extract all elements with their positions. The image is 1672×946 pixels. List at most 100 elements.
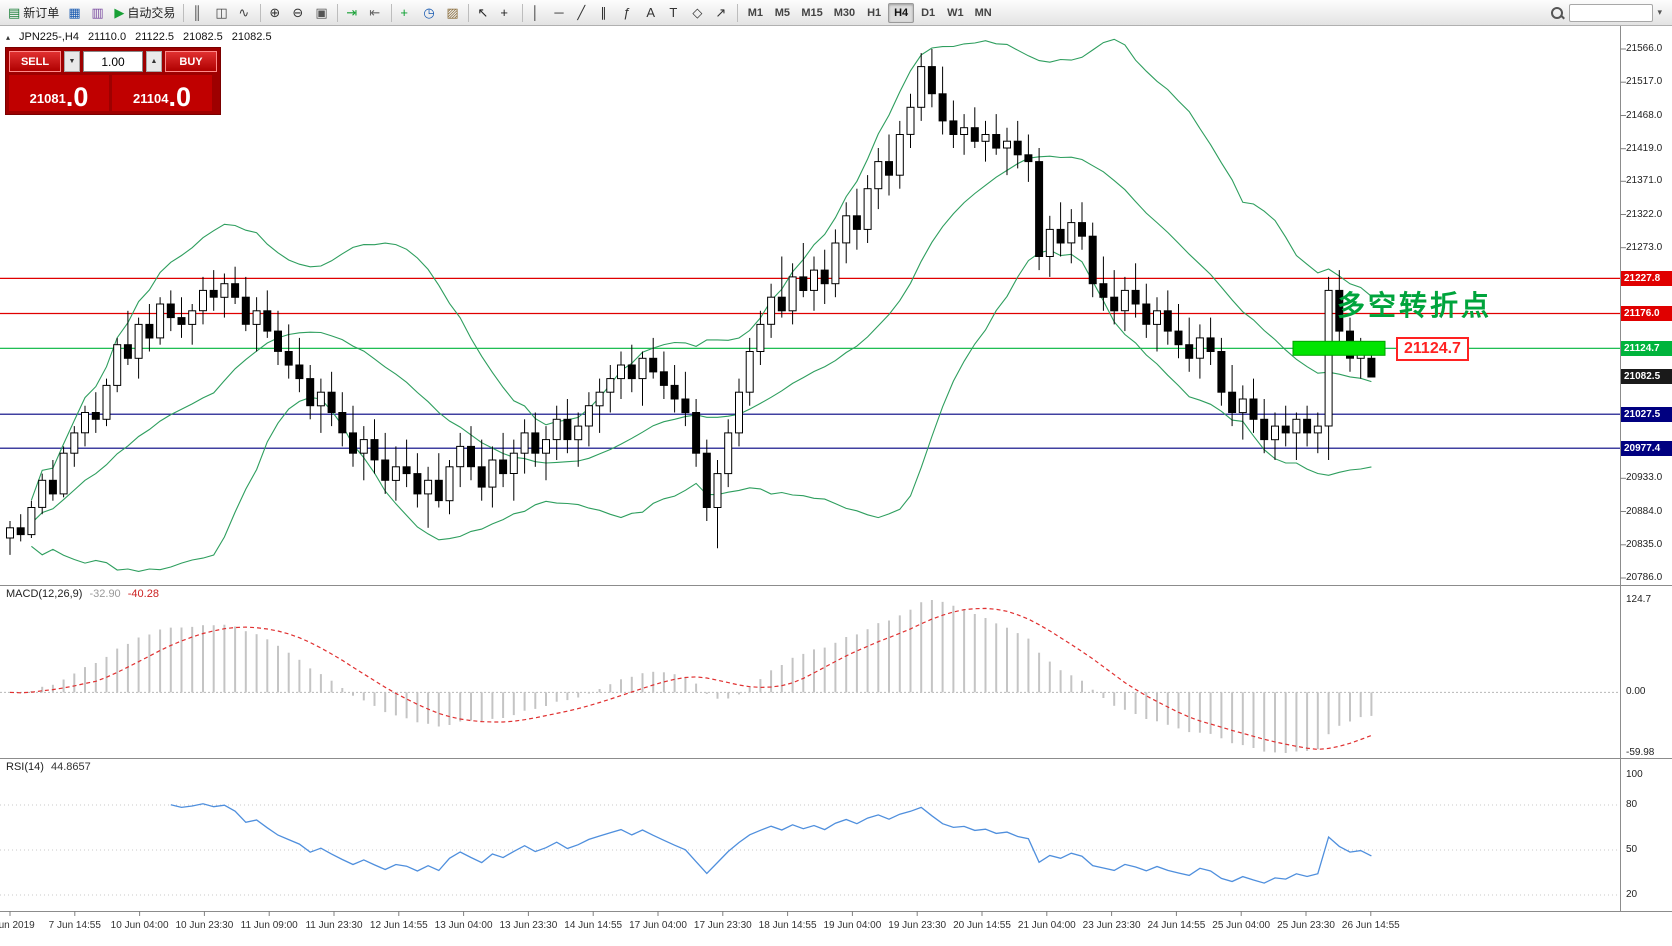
tile-windows-button[interactable]: ▣	[311, 2, 333, 24]
chart-title: ▴ JPN225-,H4 21110.0 21122.5 21082.5 210…	[6, 31, 272, 43]
timeframe-m1-button[interactable]: M1	[742, 3, 768, 23]
zoom-out-icon: ⊖	[292, 5, 304, 20]
timeframe-mn-button[interactable]: MN	[970, 3, 997, 23]
level-price-label: 21082.5	[1621, 369, 1672, 385]
cursor-button[interactable]: ↖	[473, 2, 495, 24]
text-icon: A	[646, 5, 655, 20]
price-tick-label: 21371.0	[1626, 175, 1663, 187]
macd-histogram	[19, 600, 1373, 753]
volume-decrease-button[interactable]: ▼	[64, 51, 80, 72]
timeframe-m30-button[interactable]: M30	[829, 3, 860, 23]
sell-button[interactable]: SELL	[9, 51, 61, 72]
horizontal-line-button[interactable]: ─	[550, 2, 572, 24]
rsi-value: 44.8657	[50, 761, 91, 773]
new-order-button[interactable]: ▤ 新订单	[4, 2, 63, 24]
candlestick-chart-button[interactable]: ◫	[211, 2, 233, 24]
buy-price[interactable]: 21104.0	[112, 75, 212, 111]
zoom-in-button[interactable]: ⊕	[265, 2, 287, 24]
macd-value: -32.90	[89, 588, 121, 600]
timeframe-h4-button[interactable]: H4	[888, 2, 915, 23]
symbol-name: JPN225-,H4	[19, 31, 79, 43]
price-tick-label: 20835.0	[1626, 538, 1663, 550]
buy-price-fraction: .0	[168, 82, 191, 113]
macd-axis-label: -59.98	[1626, 747, 1655, 758]
auto-scroll-icon: ⇥	[346, 5, 358, 20]
chart-icon: ▴	[6, 32, 11, 42]
axis-tick-marks	[9, 48, 1626, 916]
macd-axis-label: 0.00	[1626, 686, 1646, 698]
price-tick-label: 21517.0	[1626, 76, 1663, 88]
level-price-label: 21176.0	[1621, 306, 1672, 321]
shapes-button[interactable]: ◇	[688, 2, 710, 24]
channel-button[interactable]: ∥	[596, 2, 618, 24]
new-order-button-label: 新订单	[23, 6, 60, 20]
cursor-icon: ↖	[477, 5, 489, 20]
text-button[interactable]: A	[642, 2, 664, 24]
time-axis-label: 21 Jun 04:00	[1017, 920, 1076, 931]
indicators-icon: +	[400, 5, 408, 20]
macd-pane	[0, 600, 1620, 753]
timeframe-m5-button[interactable]: M5	[769, 3, 795, 23]
arrows-button[interactable]: ↗	[711, 2, 733, 24]
templates-button[interactable]: ▨	[442, 2, 464, 24]
label-button[interactable]: T	[665, 2, 687, 24]
time-axis-label: 11 Jun 09:00	[240, 920, 298, 931]
price-tick-label: 21419.0	[1626, 142, 1663, 154]
periods-button[interactable]: ◷	[419, 2, 441, 24]
zoom-in-icon: ⊕	[269, 5, 281, 20]
bar-chart-button[interactable]: ║	[188, 2, 210, 24]
time-axis-label: 10 Jun 04:00	[110, 920, 169, 931]
chart-window-icon: ▦	[68, 5, 81, 20]
macd-indicator-label: MACD(12,26,9) -32.90 -40.28	[6, 588, 159, 600]
search-caret-icon[interactable]: ▾	[1657, 7, 1662, 17]
market-watch-button[interactable]: ▥	[87, 2, 109, 24]
level-price-label: 21124.7	[1621, 340, 1672, 356]
timeframe-d1-button[interactable]: D1	[915, 3, 941, 23]
templates-icon: ▨	[446, 5, 459, 20]
toolbar-separator	[468, 3, 470, 22]
horizontal-line-icon: ─	[554, 5, 564, 20]
chart-shift-button[interactable]: ⇤	[365, 2, 387, 24]
indicators-button[interactable]: +	[396, 2, 418, 24]
volume-increase-button[interactable]: ▲	[146, 51, 162, 72]
price-tag-label[interactable]: 21124.7	[1396, 337, 1469, 361]
line-chart-button[interactable]: ∿	[234, 2, 256, 24]
chart-window-button[interactable]: ▦	[64, 2, 86, 24]
bollinger-lower-line	[31, 249, 1372, 572]
auto-trading-button[interactable]: ▶ 自动交易	[110, 2, 179, 24]
symbol-search-input[interactable]	[1569, 3, 1654, 22]
sell-price[interactable]: 21081.0	[9, 75, 109, 111]
toolbar-separator	[737, 3, 739, 22]
zoom-out-button[interactable]: ⊖	[288, 2, 310, 24]
time-axis-label: 25 Jun 04:00	[1212, 920, 1271, 931]
auto-scroll-button[interactable]: ⇥	[342, 2, 364, 24]
crosshair-button[interactable]: +	[496, 2, 518, 24]
new-order-icon: ▤	[8, 5, 21, 20]
vertical-line-button[interactable]: │	[527, 2, 549, 24]
time-axis-label: 26 Jun 14:55	[1341, 920, 1400, 931]
chart-shift-icon: ⇤	[369, 5, 381, 20]
auto-trading-icon: ▶	[114, 5, 125, 20]
buy-button[interactable]: BUY	[165, 51, 217, 72]
price-tick-label: 21468.0	[1626, 109, 1663, 121]
time-axis-label: 10 Jun 23:30	[175, 920, 234, 931]
timeframe-h1-button[interactable]: H1	[861, 3, 887, 23]
rsi-axis-label: 20	[1626, 889, 1638, 900]
macd-signal-line	[9, 607, 1372, 751]
timeframe-w1-button[interactable]: W1	[942, 3, 969, 23]
time-axis-label: 5 Jun 2019	[0, 920, 35, 931]
volume-input[interactable]	[83, 51, 143, 72]
fibonacci-button[interactable]: ƒ	[619, 2, 641, 24]
ohlc-low: 21082.5	[183, 31, 223, 43]
channel-icon: ∥	[600, 5, 607, 20]
timeframe-m15-button[interactable]: M15	[796, 3, 827, 23]
trendline-icon: ╱	[577, 5, 586, 20]
one-click-trading-panel: SELL ▼ ▲ BUY 21081.0 21104.0	[5, 47, 221, 115]
chart-annotation-text[interactable]: 多空转折点	[1337, 289, 1493, 322]
trendline-button[interactable]: ╱	[573, 2, 595, 24]
time-axis-label: 13 Jun 04:00	[434, 920, 493, 931]
label-icon: T	[669, 5, 678, 20]
bollinger-upper-line	[30, 38, 1372, 501]
panel-separators	[0, 26, 1672, 912]
